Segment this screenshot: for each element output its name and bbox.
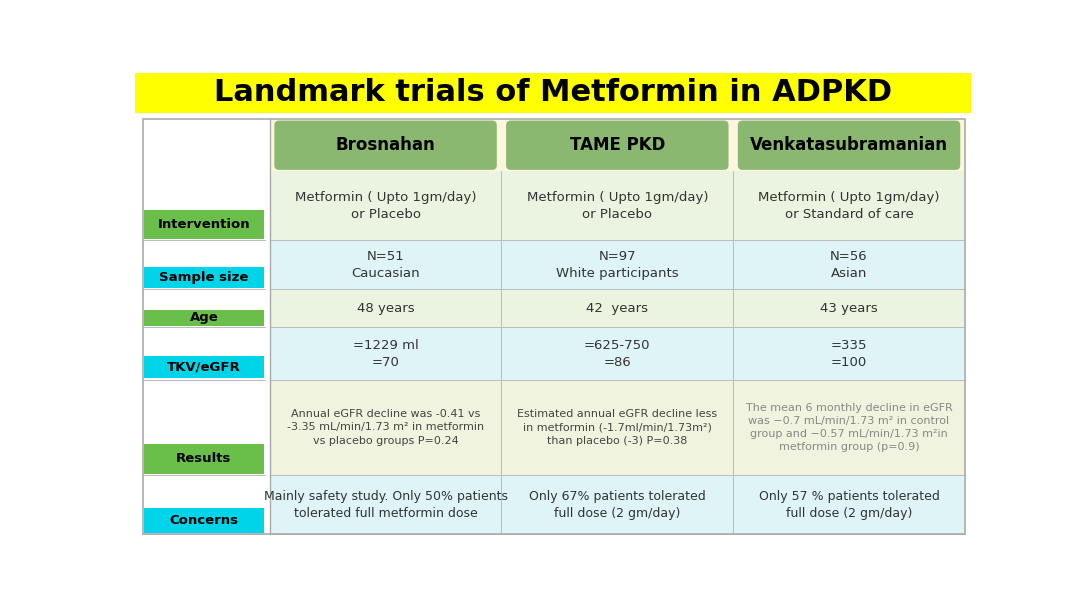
- Text: N=97
White participants: N=97 White participants: [556, 250, 679, 280]
- Text: Only 67% patients tolerated
full dose (2 gm/day): Only 67% patients tolerated full dose (2…: [529, 490, 706, 520]
- Text: N=56
Asian: N=56 Asian: [830, 250, 868, 280]
- Text: Metformin ( Upto 1gm/day)
or Placebo: Metformin ( Upto 1gm/day) or Placebo: [527, 191, 708, 221]
- FancyBboxPatch shape: [142, 290, 265, 328]
- Text: Metformin ( Upto 1gm/day)
or Standard of care: Metformin ( Upto 1gm/day) or Standard of…: [759, 191, 940, 221]
- Text: Landmark trials of Metformin in ADPKD: Landmark trials of Metformin in ADPKD: [214, 78, 892, 107]
- Text: Brosnahan: Brosnahan: [336, 136, 436, 154]
- Text: 43 years: 43 years: [820, 302, 878, 315]
- Text: =625-750
=86: =625-750 =86: [584, 339, 651, 368]
- FancyBboxPatch shape: [142, 380, 265, 475]
- FancyBboxPatch shape: [738, 121, 960, 170]
- FancyBboxPatch shape: [270, 240, 965, 290]
- FancyBboxPatch shape: [145, 356, 263, 378]
- Text: 42  years: 42 years: [586, 302, 648, 315]
- FancyBboxPatch shape: [270, 119, 965, 171]
- Text: TKV/eGFR: TKV/eGFR: [167, 361, 241, 374]
- FancyBboxPatch shape: [145, 444, 263, 473]
- Text: Sample size: Sample size: [160, 271, 248, 284]
- Text: =335
=100: =335 =100: [831, 339, 868, 368]
- FancyBboxPatch shape: [270, 171, 965, 240]
- Text: Results: Results: [176, 452, 232, 466]
- Text: Estimated annual eGFR decline less
in metformin (-1.7ml/min/1.73m²)
than placebo: Estimated annual eGFR decline less in me…: [517, 409, 718, 446]
- FancyBboxPatch shape: [145, 210, 263, 239]
- FancyBboxPatch shape: [135, 73, 971, 113]
- Text: 48 years: 48 years: [357, 302, 414, 315]
- Text: Only 57 % patients tolerated
full dose (2 gm/day): Only 57 % patients tolerated full dose (…: [759, 490, 940, 520]
- Text: Intervention: Intervention: [158, 218, 250, 231]
- FancyBboxPatch shape: [145, 267, 263, 288]
- FancyBboxPatch shape: [506, 121, 728, 170]
- Text: Annual eGFR decline was -0.41 vs
-3.35 mL/min/1.73 m² in metformin
vs placebo gr: Annual eGFR decline was -0.41 vs -3.35 m…: [287, 409, 484, 446]
- Text: N=51
Caucasian: N=51 Caucasian: [352, 250, 420, 280]
- FancyBboxPatch shape: [274, 121, 496, 170]
- Text: Concerns: Concerns: [169, 514, 238, 527]
- FancyBboxPatch shape: [270, 328, 965, 380]
- FancyBboxPatch shape: [142, 240, 265, 290]
- FancyBboxPatch shape: [142, 171, 265, 240]
- Text: Metformin ( Upto 1gm/day)
or Placebo: Metformin ( Upto 1gm/day) or Placebo: [295, 191, 476, 221]
- FancyBboxPatch shape: [270, 475, 965, 534]
- FancyBboxPatch shape: [142, 475, 265, 534]
- FancyBboxPatch shape: [145, 507, 263, 532]
- Text: Age: Age: [190, 311, 218, 325]
- Text: =1229 ml
=70: =1229 ml =70: [353, 339, 419, 368]
- FancyBboxPatch shape: [142, 328, 265, 380]
- FancyBboxPatch shape: [270, 290, 965, 328]
- FancyBboxPatch shape: [145, 310, 263, 326]
- Text: The mean 6 monthly decline in eGFR
was −0.7 mL/min/1.73 m² in control
group and : The mean 6 monthly decline in eGFR was −…: [746, 402, 953, 452]
- Text: Venkatasubramanian: Venkatasubramanian: [750, 136, 948, 154]
- FancyBboxPatch shape: [270, 380, 965, 475]
- Text: TAME PKD: TAME PKD: [570, 136, 665, 154]
- Text: Mainly safety study. Only 50% patients
tolerated full metformin dose: Mainly safety study. Only 50% patients t…: [263, 490, 507, 520]
